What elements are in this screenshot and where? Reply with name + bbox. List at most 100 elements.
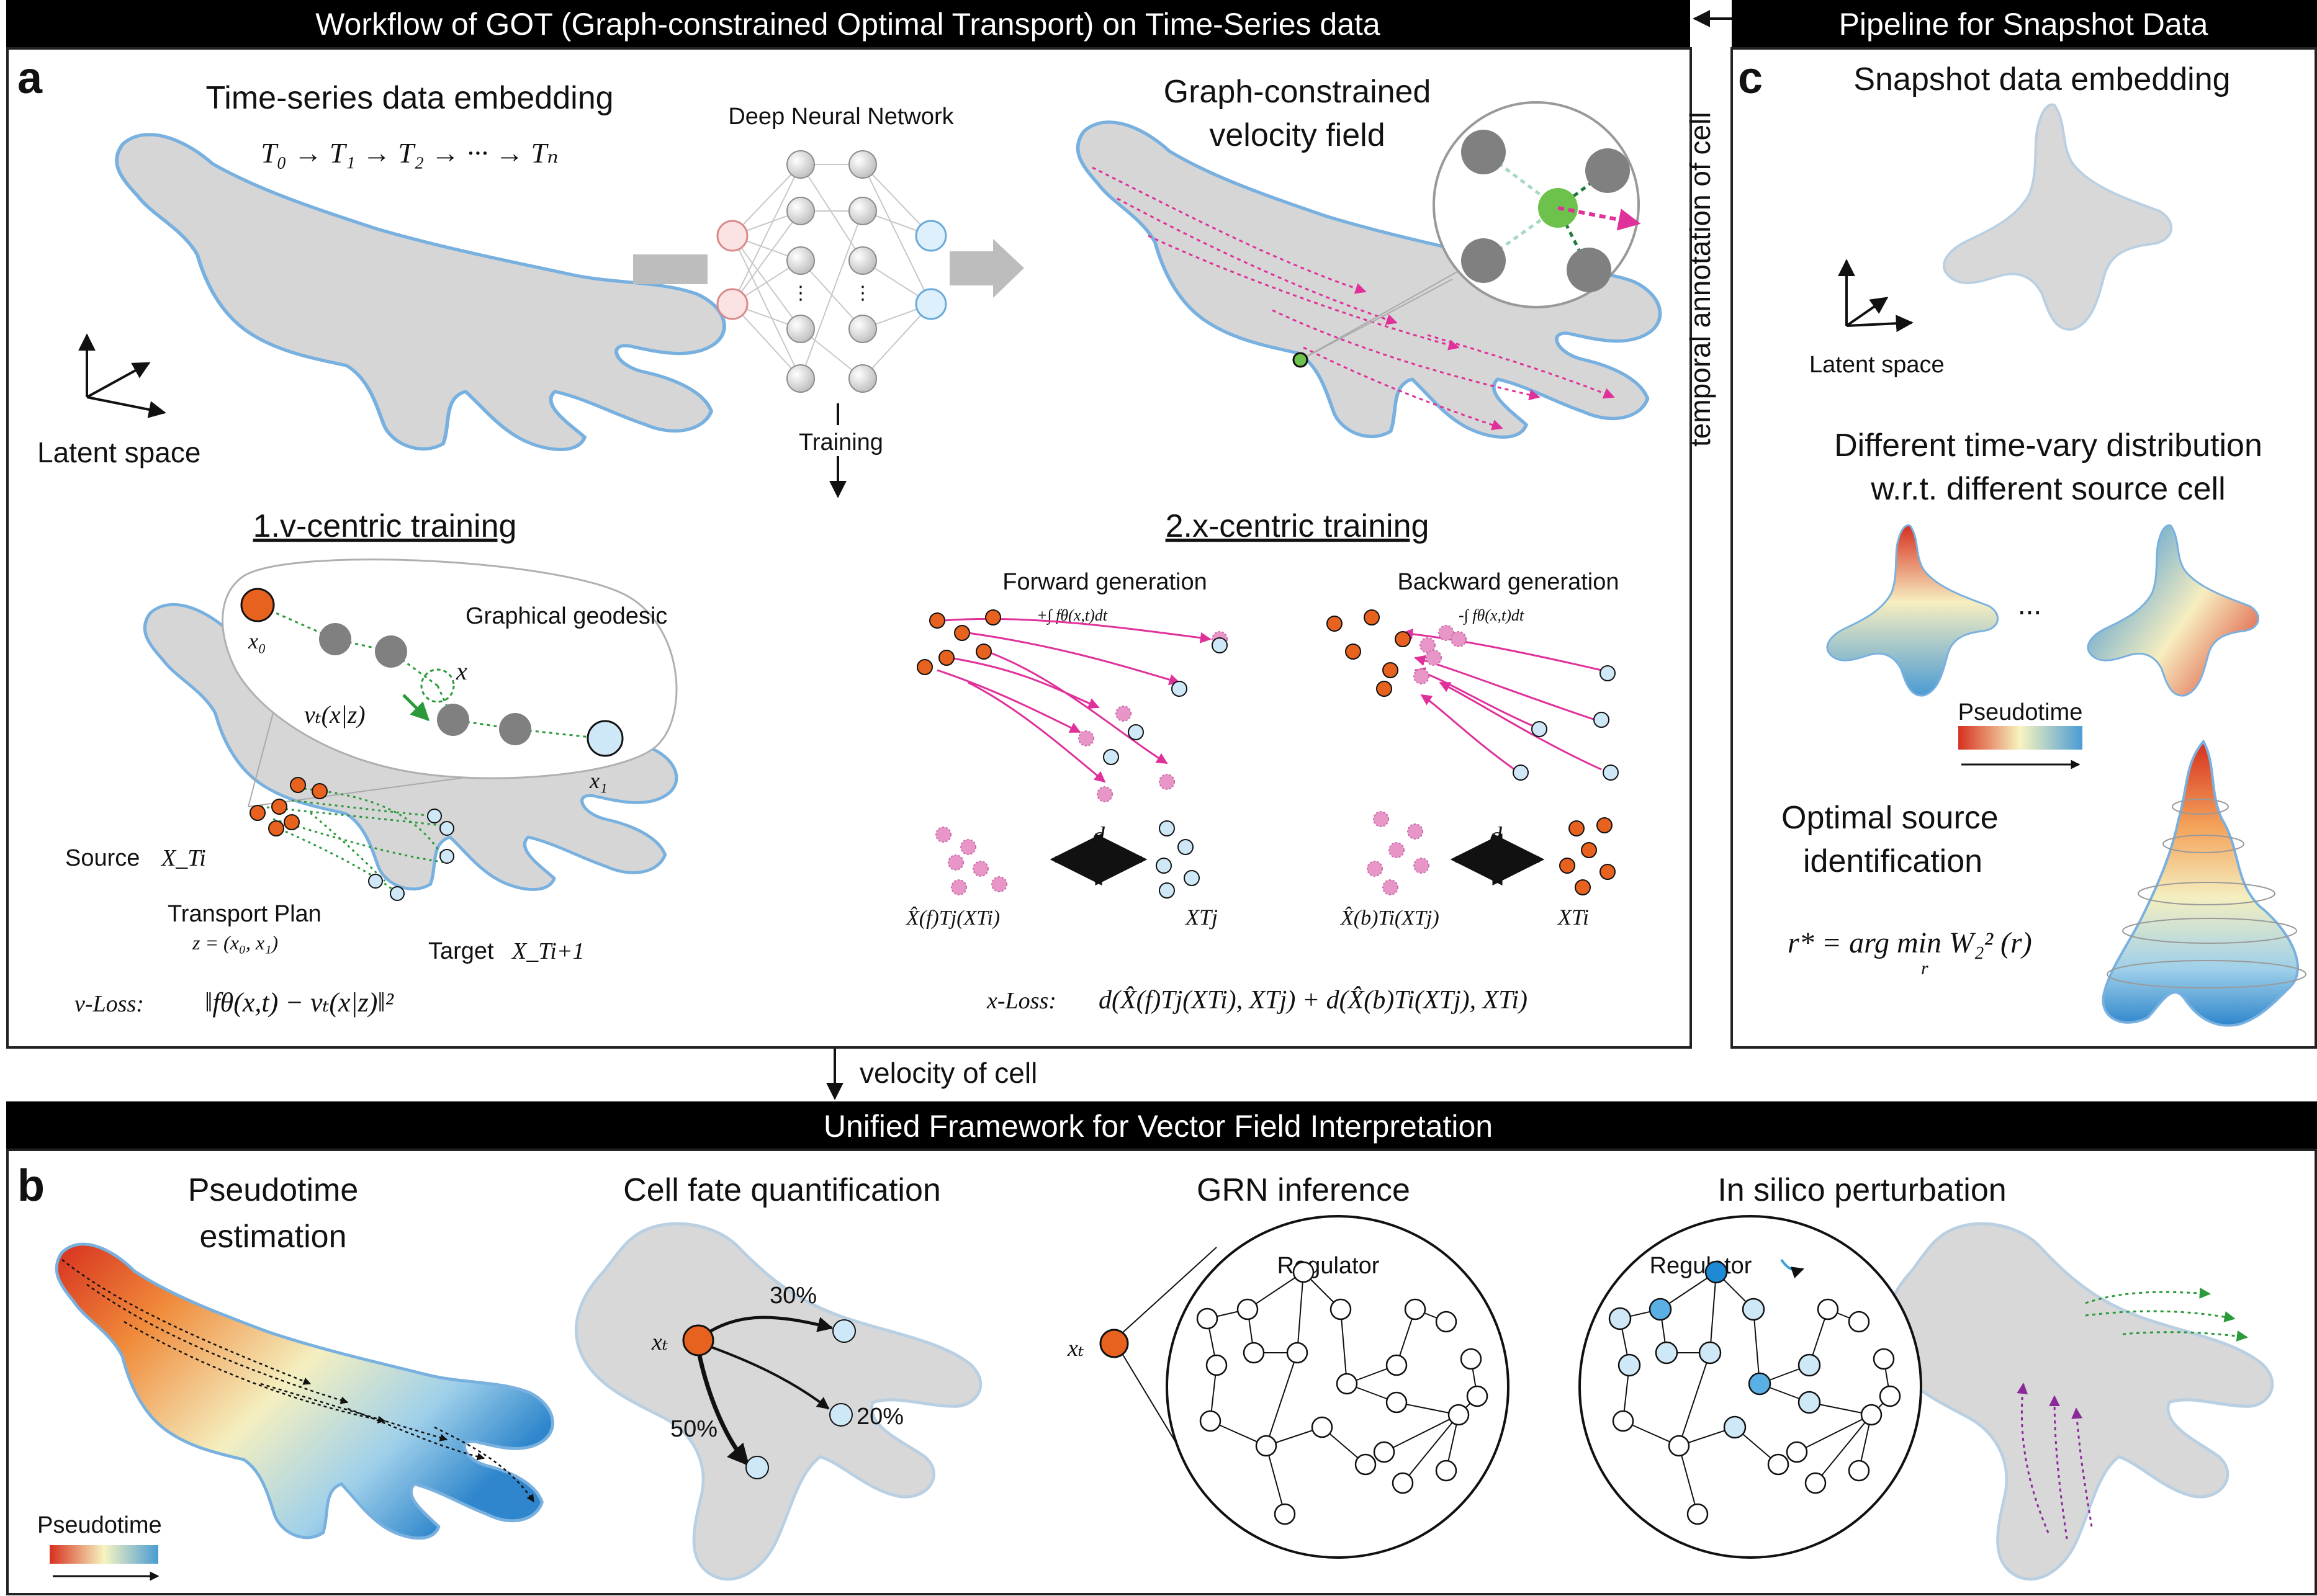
dnn-output-node xyxy=(915,220,947,252)
embedding-title: Time-series data embedding xyxy=(205,80,613,116)
velocity-streams xyxy=(1092,166,1615,431)
pseudotime-estimation: Pseudotime estimation Pseudotime xyxy=(37,1172,552,1581)
dnn-to-velocity-arrow xyxy=(950,239,1024,298)
c-pseudotime-label: Pseudotime xyxy=(1958,699,2083,725)
forward-xtj-cells xyxy=(1156,820,1200,899)
fate-arrow-50 xyxy=(696,1349,750,1466)
neighbor-cell xyxy=(1585,148,1630,193)
optimal-line1: Optimal source xyxy=(1781,800,1999,836)
target-label: Target xyxy=(428,938,494,964)
distribution-source-top xyxy=(1826,524,1999,697)
backward-source-cells xyxy=(1513,665,1619,781)
forward-generation-label: Forward generation xyxy=(1002,569,1207,595)
pseudotime-title-line2: estimation xyxy=(200,1219,347,1255)
optimal-line2: identification xyxy=(1803,843,1982,879)
fate-source-cell xyxy=(682,1324,714,1356)
panel-a-frame xyxy=(6,47,1692,1049)
geodesic-callout: Graphical geodesic x₀ x x₁ vₜ(x|z) xyxy=(222,558,678,807)
x-label: x xyxy=(456,657,467,685)
velocity-of-cell-connector: velocity of cell xyxy=(826,1049,1037,1100)
down-regulate-icon xyxy=(1780,1258,1804,1279)
path-cell xyxy=(437,704,469,736)
backward-generation-label: Backward generation xyxy=(1398,569,1619,595)
grn-xt-label: xₜ xyxy=(1067,1335,1084,1361)
path-cell xyxy=(375,635,407,668)
pseudotime-title-line1: Pseudotime xyxy=(188,1172,359,1208)
cell-fate-cloud xyxy=(576,1224,980,1579)
time-vary-distributions: Different time-vary distribution w.r.t. … xyxy=(1826,428,2262,769)
backward-generated-cells xyxy=(1413,625,1467,684)
graphical-geodesic-label: Graphical geodesic xyxy=(466,603,667,629)
perturb-green-streams xyxy=(2085,1288,2248,1342)
x-centric-title: 2.x-centric training xyxy=(1166,508,1429,544)
backward-xti-cells xyxy=(1559,817,1616,895)
pseudotime-streams xyxy=(61,1259,535,1503)
grn-inference: GRN inference xₜ Regulator xyxy=(1067,1172,1509,1559)
velocity-title-line1: Graph-constrained xyxy=(1164,74,1431,110)
perturb-regulator-label: Regulator xyxy=(1650,1253,1752,1279)
velocity-of-cell-label: velocity of cell xyxy=(860,1057,1037,1089)
path-cell xyxy=(319,623,351,655)
fate-arrow-30 xyxy=(700,1316,834,1339)
grn-cell xyxy=(1099,1329,1129,1358)
forward-paths xyxy=(937,617,1212,783)
fate-50-label: 50% xyxy=(670,1416,718,1442)
xhat-f-label: X̂(f)Tj(XTi) xyxy=(905,907,1000,930)
target-symbol: X_Ti+1 xyxy=(511,938,584,964)
velocity-title-line2: velocity field xyxy=(1209,117,1385,153)
forward-xhat-cells xyxy=(935,827,1007,895)
snapshot-cloud xyxy=(1942,103,2173,331)
deep-neural-network: Deep Neural Network ⋮ ⋮ Training xyxy=(716,104,955,498)
v-loss-label: v-Loss: xyxy=(74,991,144,1017)
fate-target-cell xyxy=(832,1319,856,1343)
top-banner-title: Workflow of GOT (Graph-constrained Optim… xyxy=(315,7,1380,42)
neighbor-cell xyxy=(1461,238,1506,283)
perturb-cloud xyxy=(1885,1224,2272,1579)
x-loss-formula: d(X̂(f)Tj(XTi), XTj) + d(X̂(b)Ti(XTj), X… xyxy=(1099,985,1527,1015)
dist-title-line2: w.r.t. different source cell xyxy=(1870,471,2225,507)
top-banner: Workflow of GOT (Graph-constrained Optim… xyxy=(6,0,1690,48)
panel-letter-c: c xyxy=(1738,53,1763,103)
panel-letter-b: b xyxy=(17,1161,45,1211)
target-cells xyxy=(368,809,454,901)
latent-space-label: Latent space xyxy=(37,436,200,468)
snapshot-title: Snapshot data embedding xyxy=(1853,61,2230,97)
dnn-hidden-nodes xyxy=(786,150,877,393)
focus-cell-marker xyxy=(1292,352,1308,368)
fate-20-label: 20% xyxy=(857,1404,904,1430)
dist-title-line1: Different time-vary distribution xyxy=(1834,428,2262,464)
fate-target-cell xyxy=(745,1456,769,1479)
dnn-input-node xyxy=(716,220,749,252)
perturb-network xyxy=(1608,1260,1900,1524)
snapshot-embedding: Snapshot data embedding Latent space xyxy=(1809,61,2231,378)
x-loss-label: x-Loss: xyxy=(986,988,1056,1014)
xhat-b-label: X̂(b)Ti(XTj) xyxy=(1339,907,1439,930)
pseudotime-legend-label: Pseudotime xyxy=(37,1512,162,1538)
bottom-banner-title: Unified Framework for Vector Field Inter… xyxy=(824,1109,1493,1144)
c-pseudotime-colorbar xyxy=(1958,726,2082,750)
bottom-banner: Unified Framework for Vector Field Inter… xyxy=(6,1101,2317,1150)
fate-arrow-20 xyxy=(701,1342,830,1410)
xtj-label: XTj xyxy=(1184,905,1218,930)
backward-distance-d: d xyxy=(1490,822,1503,850)
latent-axes xyxy=(78,333,166,418)
transport-plan-z: z = (x₀, x₁) xyxy=(192,931,278,954)
x-centric-training: 2.x-centric training Forward generation … xyxy=(905,508,1619,1015)
right-banner: Pipeline for Snapshot Data xyxy=(1732,0,2317,48)
velocity-field: Graph-constrained velocity field xyxy=(1078,74,1660,437)
source-symbol: X_Ti xyxy=(160,845,206,871)
path-cell xyxy=(499,713,531,745)
x0-cell xyxy=(240,588,275,622)
training-label: Training xyxy=(799,429,883,455)
fate-xt-label: xₜ xyxy=(651,1329,668,1355)
optimal-source: Optimal source identification r* = arg m… xyxy=(1781,739,2306,1027)
time-series-embedding: Time-series data embedding T₀ → T₁ → T₂ … xyxy=(37,80,724,468)
backward-xhat-cells xyxy=(1367,811,1429,895)
v-loss-formula: ‖fθ(x,t) − vₜ(x|z)‖² xyxy=(205,987,394,1018)
panel-c-frame xyxy=(1730,47,2317,1049)
xti-label: XTi xyxy=(1557,905,1589,930)
fate-30-label: 30% xyxy=(770,1283,817,1309)
velocity-zoom xyxy=(1292,101,1641,368)
x1-cell xyxy=(587,720,624,757)
